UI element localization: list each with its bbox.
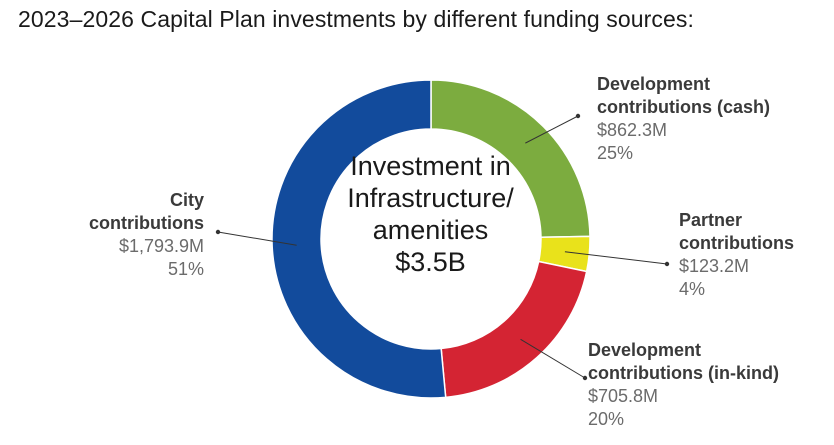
label-dev-cash-amount: $862.3M <box>597 120 668 140</box>
leader-city <box>217 231 297 246</box>
leader-city-dot <box>215 229 221 235</box>
leader-partner-dot <box>664 261 670 267</box>
label-partner-percent: 4% <box>679 279 706 299</box>
leader-partner <box>564 251 668 265</box>
slice-dev-inkind <box>440 260 588 399</box>
label-dev-cash-name-1: Development <box>597 74 711 94</box>
label-dev-inkind: Development contributions (in-kind) $705… <box>588 339 779 431</box>
center-title: Investment in Infrastructure/ amenities <box>347 151 514 245</box>
label-dev-inkind-name-2: contributions (in-kind) <box>588 363 779 383</box>
label-city-name-1: City <box>169 190 204 210</box>
label-partner-name-2: contributions <box>679 233 794 253</box>
leader-dev-inkind-dot <box>582 375 588 381</box>
label-city-amount: $1,793.9M <box>118 236 204 256</box>
leader-dev-cash-dot <box>575 113 581 119</box>
label-city: City contributions $1,793.9M 51% <box>89 189 204 281</box>
label-dev-cash-name-2: contributions (cash) <box>597 97 771 117</box>
leader-dev-cash <box>525 115 579 144</box>
center-value: $3.5B <box>395 247 466 277</box>
chart-title: 2023–2026 Capital Plan investments by di… <box>18 6 694 32</box>
label-city-name-2: contributions <box>89 213 204 233</box>
label-dev-cash: Development contributions (cash) $862.3M… <box>597 73 770 165</box>
slice-city <box>271 79 447 399</box>
center-label: Investment in Infrastructure/ amenities … <box>323 150 538 278</box>
label-dev-inkind-percent: 20% <box>588 409 625 429</box>
label-partner: Partner contributions $123.2M 4% <box>679 209 794 301</box>
label-dev-cash-percent: 25% <box>597 143 634 163</box>
label-city-percent: 51% <box>167 259 204 279</box>
label-partner-amount: $123.2M <box>679 256 750 276</box>
leader-dev-inkind <box>520 338 586 379</box>
label-dev-inkind-amount: $705.8M <box>588 386 659 406</box>
label-partner-name-1: Partner <box>679 210 743 230</box>
label-dev-inkind-name-1: Development <box>588 340 702 360</box>
